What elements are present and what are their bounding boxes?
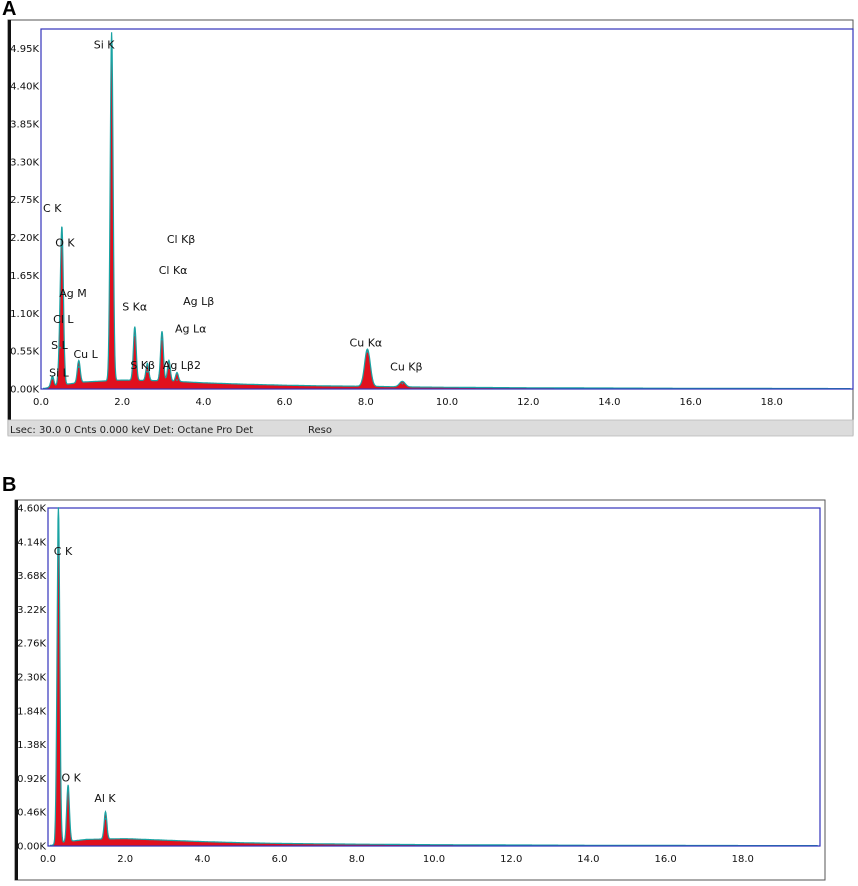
peak-label: Ag Lα [175,323,206,336]
y-tick-label: 2.20K [10,233,39,244]
peak-label: Ag Lβ2 [163,359,201,372]
y-tick-label: 1.84K [17,706,46,717]
peak-label: Ag Lβ [183,295,214,308]
peak-label: Cu L [73,348,98,361]
x-tick-label: 18.0 [732,854,754,865]
y-tick-label: 2.30K [17,673,46,684]
peak-label: S Kβ [130,359,155,372]
plot-frame [47,507,821,847]
plot-frame [40,28,854,390]
peak-marker [59,346,61,349]
peak-marker [167,367,170,370]
x-tick-label: 4.0 [195,397,211,408]
peak-label: S L [51,339,68,352]
x-tick-label: 0.0 [40,854,56,865]
peak-label: Si L [49,367,70,380]
y-tick-label: 4.40K [10,82,39,93]
peak-label: Cl Kα [159,264,188,277]
y-tick-label: 1.10K [10,309,39,320]
x-tick-label: 2.0 [117,854,133,865]
x-tick-label: 8.0 [358,397,374,408]
y-tick-label: 2.75K [10,195,39,206]
window-frame [14,499,826,881]
peak-label: O K [62,771,82,784]
status-bar [7,419,854,437]
y-tick-label: 3.30K [10,157,39,168]
peak-marker [67,788,69,791]
peak-label: O K [55,237,75,250]
x-tick-label: 18.0 [761,397,783,408]
y-tick-label: 4.14K [17,537,46,548]
y-tick-label: 1.38K [17,740,46,751]
x-tick-label: 16.0 [654,854,676,865]
peak-marker [104,817,107,820]
status-reso: Reso [308,425,332,436]
y-tick-label: 3.85K [10,119,39,130]
x-tick-label: 10.0 [436,397,458,408]
panel-label-b: B [2,474,17,496]
peak-label: Si K [94,38,116,51]
y-tick-label: 0.46K [17,808,46,819]
peak-label: S Kα [122,301,147,314]
peak-marker [110,39,113,42]
peak-marker [51,377,54,380]
peak-label: Cu Kβ [390,360,422,373]
x-tick-label: 6.0 [272,854,288,865]
peak-label: C K [54,545,73,558]
y-tick-label: 2.76K [17,639,46,650]
x-tick-label: 16.0 [679,397,701,408]
window-frame [7,19,854,436]
y-tick-label: 1.65K [10,271,39,282]
peak-marker [176,379,178,381]
y-tick-label: 4.60K [17,504,46,515]
peak-label: Ag M [59,287,87,300]
peak-marker [146,370,149,373]
peak-marker [366,350,369,353]
y-tick-label: 0.00K [17,842,46,853]
peak-label: C K [43,202,62,215]
peak-label: Cu Kα [350,336,383,349]
x-tick-label: 2.0 [114,397,130,408]
x-tick-label: 10.0 [423,854,445,865]
window-left-edge [8,20,11,435]
x-tick-label: 4.0 [194,854,210,865]
x-tick-label: 8.0 [349,854,365,865]
y-tick-label: 0.92K [17,774,46,785]
y-tick-label: 3.68K [17,571,46,582]
peak-marker [133,334,136,337]
x-tick-label: 14.0 [577,854,599,865]
y-tick-label: 0.00K [10,385,39,396]
peak-marker [57,507,60,509]
panel-label-a: A [2,0,17,20]
status-text: Lsec: 30.0 0 Cnts 0.000 keV Det: Octane … [10,425,253,436]
x-tick-label: 12.0 [517,397,539,408]
peak-marker [401,382,404,385]
x-tick-label: 6.0 [277,397,293,408]
y-tick-label: 0.55K [10,347,39,358]
peak-marker [161,338,163,341]
peak-marker [77,366,80,368]
peak-label: Cl Kβ [167,233,195,246]
peak-label: Cl L [53,313,74,326]
x-tick-label: 14.0 [598,397,620,408]
window-left-edge [15,500,18,880]
peak-marker [61,245,64,248]
x-tick-label: 12.0 [500,854,522,865]
y-tick-label: 3.22K [17,605,46,616]
peak-label: Al K [94,792,116,805]
y-tick-label: 4.95K [10,44,39,55]
x-tick-label: 0.0 [33,397,49,408]
